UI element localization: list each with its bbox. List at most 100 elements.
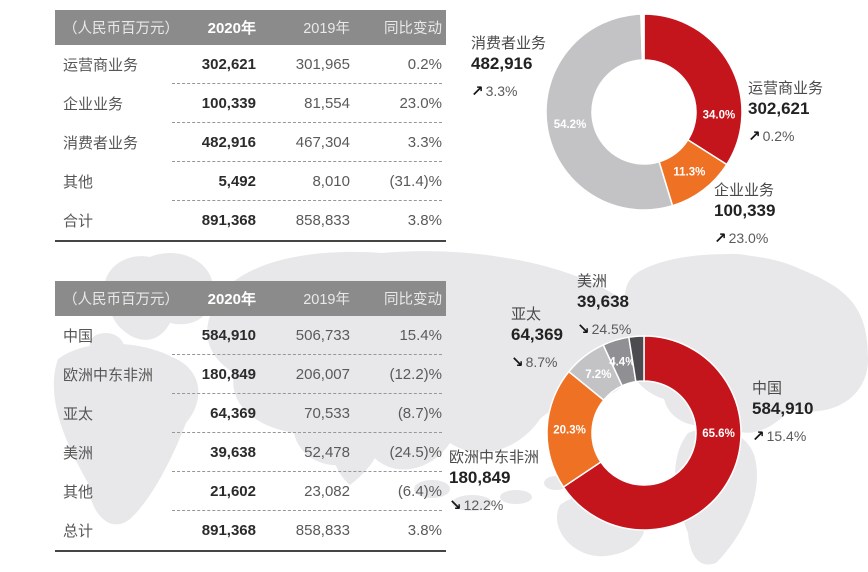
yoy-change: 3.8% [407,522,442,539]
segment-value: 482,916 [471,54,533,73]
revenue-by-business-table: （人民币百万元） 2020年 2019年 同比变动 运营商业务 302,621 … [55,10,446,242]
table-row: 企业业务 100,339 81,554 23.0% [55,84,446,123]
value-2020: 302,621 [201,56,256,73]
donut-slice [643,13,743,166]
column-header-yoy-change: 同比变动 [384,292,442,308]
slice-percent-label: 20.3% [553,424,586,436]
change-percent: 12.2% [463,497,504,513]
change-percent: 24.5% [591,321,632,337]
row-label: 中国 [63,328,94,345]
donut2-callout-china: 中国 584,910 ↗ 15.4% [752,380,813,446]
change-percent: 23.0% [728,230,769,246]
segment-yoy-change: ↗ 15.4% [752,427,813,446]
yoy-change: (24.5)% [389,444,442,461]
segment-yoy-change: ↗ 23.0% [714,229,775,248]
yoy-change: (8.7)% [397,405,442,422]
donut-slice [545,13,674,211]
yoy-change: 3.8% [407,212,442,229]
value-2020: 39,638 [210,444,256,461]
value-2020: 584,910 [201,327,256,344]
value-2020: 5,492 [218,173,256,190]
value-2020: 21,602 [210,483,256,500]
row-label: 其他 [63,174,94,191]
trend-up-arrow-icon: ↗ [471,83,484,100]
regional-revenue-donut-chart: 65.6%20.3%7.2%4.4% [546,335,742,531]
yoy-change: 3.3% [407,134,442,151]
value-2019: 70,533 [304,405,350,422]
change-percent: 0.2% [762,128,795,144]
trend-down-arrow-icon: ↘ [511,354,524,371]
value-2019: 467,304 [295,134,350,151]
segment-label: 欧洲中东非洲 [449,449,540,466]
yoy-change: 0.2% [407,56,442,73]
donut1-callout-carrier-business: 运营商业务 302,621 ↗ 0.2% [748,80,823,146]
revenue-by-region-table: （人民币百万元） 2020年 2019年 同比变动 中国 584,910 506… [55,281,446,552]
value-2019: 8,010 [312,173,350,190]
value-2019: 23,082 [304,483,350,500]
business-revenue-donut-chart: 34.0% 11.3% 54.2% [545,13,743,211]
value-2019: 52,478 [304,444,350,461]
donut2-callout-emea: 欧洲中东非洲 180,849 ↘ 12.2% [449,449,539,515]
value-2019: 301,965 [295,56,350,73]
table-row: 运营商业务 302,621 301,965 0.2% [55,45,446,84]
value-2019: 206,007 [295,366,350,383]
segment-yoy-change: ↘ 12.2% [449,496,539,515]
segment-value: 302,621 [748,99,810,118]
change-percent: 8.7% [525,354,558,370]
table-row: 欧洲中东非洲 180,849 206,007 (12.2)% [55,355,446,394]
value-2019: 858,833 [295,212,350,229]
table-row: 其他 21,602 23,082 (6.4)% [55,472,446,511]
change-percent: 3.3% [485,83,518,99]
donut1-callout-enterprise-business: 企业业务 100,339 ↗ 23.0% [714,182,775,248]
trend-up-arrow-icon: ↗ [748,128,761,145]
table-header-row: （人民币百万元） 2020年 2019年 同比变动 [55,281,446,316]
segment-label: 消费者业务 [471,35,547,52]
row-label: 总计 [63,523,94,540]
table-total-row: 总计 891,368 858,833 3.8% [55,511,446,550]
table-header-row: （人民币百万元） 2020年 2019年 同比变动 [55,10,446,45]
yoy-change: (12.2)% [389,366,442,383]
slice-percent-label: 54.2% [554,119,587,131]
slice-percent-label: 34.0% [703,110,736,122]
donut2-callout-asia-pacific: 亚太 64,369 ↘ 8.7% [511,306,563,372]
table-row: 消费者业务 482,916 467,304 3.3% [55,123,446,162]
trend-down-arrow-icon: ↘ [449,497,462,514]
segment-value: 584,910 [752,399,814,418]
yoy-change: (31.4)% [389,173,442,190]
column-header-2019: 2019年 [303,292,350,308]
donut-slice [640,13,645,61]
yoy-change: (6.4)% [397,483,442,500]
change-percent: 15.4% [766,428,807,444]
table-row: 中国 584,910 506,733 15.4% [55,316,446,355]
table-row: 其他 5,492 8,010 (31.4)% [55,162,446,201]
row-label: 美洲 [63,445,94,462]
segment-value: 180,849 [449,468,511,487]
segment-value: 100,339 [714,201,776,220]
table-total-row: 合计 891,368 858,833 3.8% [55,201,446,240]
row-label: 亚太 [63,406,94,423]
value-2020: 64,369 [210,405,256,422]
value-2019: 506,733 [295,327,350,344]
yoy-change: 15.4% [399,327,442,344]
slice-percent-label: 65.6% [702,428,735,440]
segment-label: 中国 [752,380,783,397]
column-header-2020: 2020年 [207,20,256,37]
row-label: 企业业务 [63,96,124,113]
trend-up-arrow-icon: ↗ [752,428,765,445]
trend-down-arrow-icon: ↘ [577,321,590,338]
segment-yoy-change: ↗ 3.3% [471,82,546,101]
table-unit-label: （人民币百万元） [63,21,179,37]
segment-label: 运营商业务 [748,80,824,97]
donut2-callout-americas: 美洲 39,638 ↘ 24.5% [577,273,631,339]
value-2019: 81,554 [304,95,350,112]
row-label: 欧洲中东非洲 [63,367,154,384]
value-2019: 858,833 [295,522,350,539]
column-header-2020: 2020年 [207,291,256,308]
table-row: 美洲 39,638 52,478 (24.5)% [55,433,446,472]
value-2020: 180,849 [201,366,256,383]
value-2020: 891,368 [201,212,256,229]
column-header-2019: 2019年 [303,21,350,37]
table-row: 亚太 64,369 70,533 (8.7)% [55,394,446,433]
slice-percent-label: 11.3% [673,167,705,179]
